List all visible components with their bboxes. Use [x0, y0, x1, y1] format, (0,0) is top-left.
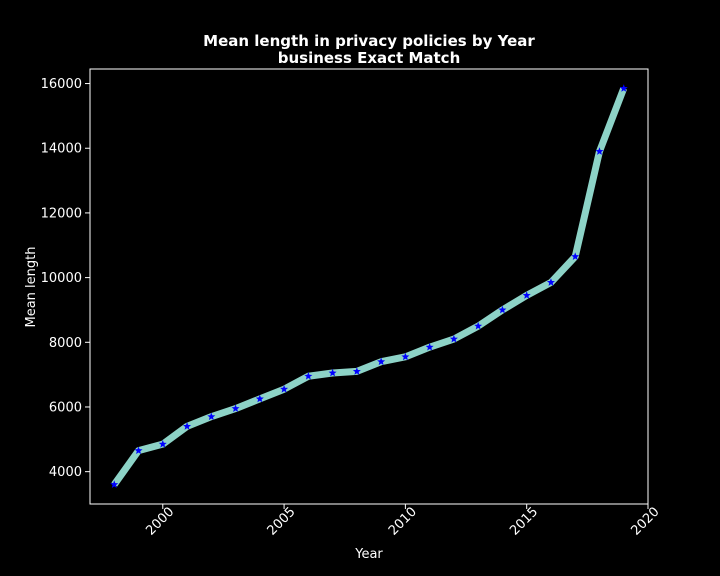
x-tick-label: 2005: [265, 505, 299, 539]
data-point-2000: [158, 439, 167, 448]
y-tick-label: 16000: [41, 77, 82, 92]
data-point-1999: [134, 446, 143, 455]
x-tick-label: 2020: [629, 505, 663, 539]
data-point-2006: [304, 372, 313, 380]
y-tick-label: 14000: [41, 142, 82, 157]
y-tick-label: 4000: [49, 465, 82, 480]
chart-title: Mean length in privacy policies by Year: [203, 32, 535, 50]
data-point-2012: [449, 334, 458, 343]
y-axis-label: Mean length: [24, 247, 39, 328]
data-point-2009: [377, 357, 386, 366]
chart-subtitle: business Exact Match: [278, 49, 461, 67]
series-mean-length: [110, 84, 628, 488]
data-point-2004: [255, 394, 264, 403]
data-point-2002: [207, 412, 216, 421]
x-tick-label: 2015: [507, 505, 541, 539]
data-point-2015: [522, 291, 531, 299]
data-point-2005: [280, 384, 289, 393]
y-tick-label: 10000: [41, 271, 82, 286]
data-point-2003: [231, 404, 240, 412]
data-point-2014: [498, 305, 507, 314]
data-point-2017: [571, 252, 580, 260]
data-point-2001: [183, 422, 192, 430]
x-tick-label: 2000: [143, 505, 177, 539]
y-tick-label: 6000: [49, 400, 82, 415]
data-point-2008: [352, 367, 361, 375]
data-point-2016: [546, 278, 555, 286]
data-point-2010: [401, 352, 410, 361]
series-line: [111, 87, 628, 487]
x-axis-label: Year: [354, 547, 383, 562]
data-point-1998: [110, 480, 119, 488]
data-point-2018: [595, 147, 604, 155]
y-tick-label: 8000: [49, 336, 82, 351]
data-point-2011: [425, 342, 434, 351]
data-point-2013: [474, 321, 483, 330]
y-tick-label: 12000: [41, 206, 82, 221]
plot-frame: [89, 68, 649, 505]
data-point-2007: [328, 368, 337, 377]
data-point-2019: [619, 84, 628, 92]
x-tick-label: 2010: [386, 505, 420, 539]
